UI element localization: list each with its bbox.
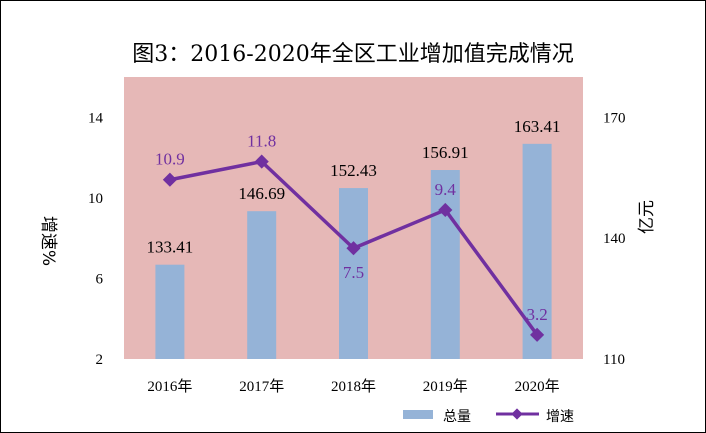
bar-label-group: 133.41 146.69 152.43 156.91 163.41 [147, 117, 561, 257]
legend-line-marker [511, 408, 523, 420]
bar-2016年 [155, 264, 185, 359]
bar-2019年 [430, 170, 460, 359]
y-right-tick-label: 140 [603, 231, 626, 247]
y-left-tick-label: 2 [96, 352, 104, 368]
line-point-2017年 [254, 154, 269, 169]
y-axis-left-label: 增速% [38, 216, 58, 266]
line-point-2016年 [162, 172, 177, 187]
x-tick-label: 2020年 [515, 378, 560, 395]
line-point-2019年 [438, 202, 453, 218]
line-label-group: 10.9 11.8 7.5 9.4 3.2 [155, 132, 548, 324]
y-left-tick-label: 6 [96, 271, 104, 287]
bar-data-label: 146.69 [238, 184, 285, 203]
bar-series-group [155, 143, 552, 359]
bar-data-label: 156.91 [422, 143, 469, 162]
legend: 总量 增速 [403, 408, 574, 425]
line-data-label: 3.2 [526, 305, 547, 324]
x-axis-ticks: 2016年 2017年 2018年 2019年 2020年 [147, 378, 559, 395]
line-point-2018年 [346, 241, 361, 256]
y-right-tick-label: 170 [603, 110, 626, 126]
bar-data-label: 152.43 [330, 161, 377, 180]
legend-line-label: 增速 [546, 409, 574, 425]
left-axis-ticks: 2 6 10 14 [88, 110, 104, 368]
line-point-2020年 [530, 327, 545, 342]
line-data-label: 11.8 [247, 132, 276, 151]
y-axis-right-label: 亿元 [637, 200, 657, 234]
y-left-tick-label: 10 [88, 191, 103, 207]
line-data-label: 7.5 [343, 263, 364, 282]
y-right-tick-label: 110 [603, 352, 625, 368]
legend-bar-swatch [403, 410, 433, 419]
x-tick-label: 2017年 [239, 378, 284, 395]
legend-bar-label: 总量 [443, 409, 471, 425]
bar-2020年 [522, 143, 552, 359]
chart-title: 图3：2016-2020年全区工业增加值完成情况 [132, 42, 573, 67]
x-tick-label: 2018年 [331, 378, 376, 395]
right-axis-ticks: 110 140 170 [603, 110, 626, 368]
bar-data-label: 133.41 [147, 238, 194, 257]
bar-2017年 [247, 211, 277, 359]
line-data-label: 9.4 [435, 180, 457, 199]
line-series-group [162, 154, 545, 342]
x-tick-label: 2019年 [423, 378, 468, 395]
bar-data-label: 163.41 [514, 117, 561, 136]
line-data-label: 10.9 [155, 150, 185, 169]
y-left-tick-label: 14 [88, 110, 104, 126]
x-tick-label: 2016年 [147, 378, 192, 395]
bar-2018年 [339, 188, 368, 359]
